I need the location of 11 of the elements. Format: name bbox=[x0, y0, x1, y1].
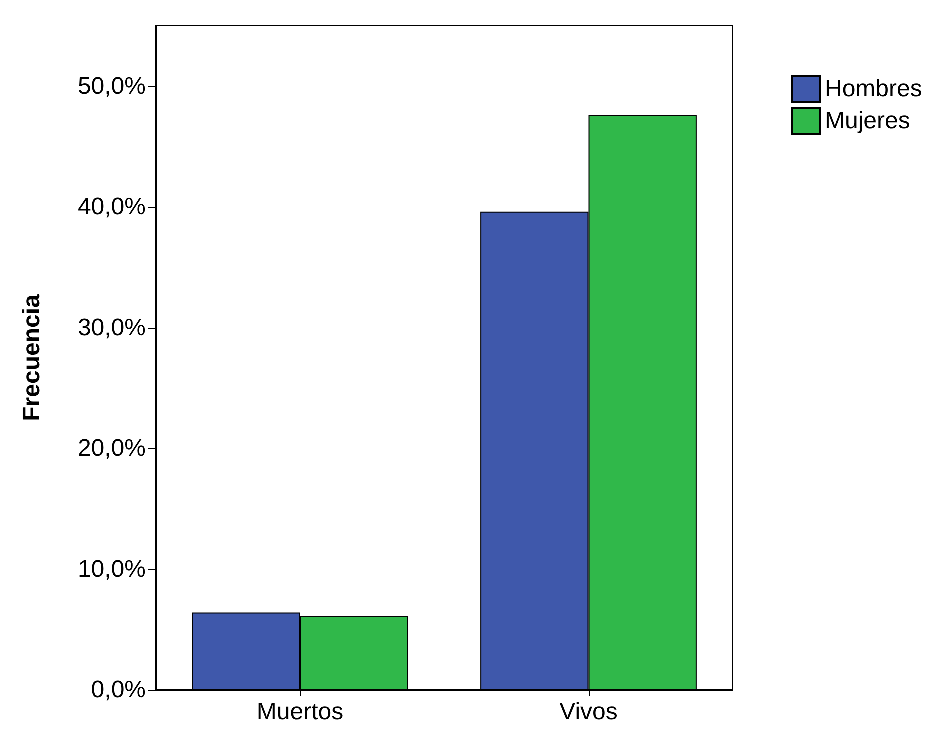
y-tick-label: 40,0% bbox=[78, 194, 146, 221]
y-axis-title: Frecuencia bbox=[18, 294, 46, 422]
x-tick-label: Vivos bbox=[560, 698, 618, 726]
x-tick-label: Muertos bbox=[256, 698, 344, 726]
y-tick-label: 50,0% bbox=[78, 72, 146, 100]
legend-label: Mujeres bbox=[825, 108, 910, 134]
y-tick-label: 0,0% bbox=[91, 676, 146, 704]
legend-label: Hombres bbox=[825, 76, 922, 102]
y-tick-label: 30,0% bbox=[78, 314, 146, 342]
y-tick-label: 20,0% bbox=[78, 435, 146, 462]
y-tick-label: 10,0% bbox=[78, 556, 146, 583]
